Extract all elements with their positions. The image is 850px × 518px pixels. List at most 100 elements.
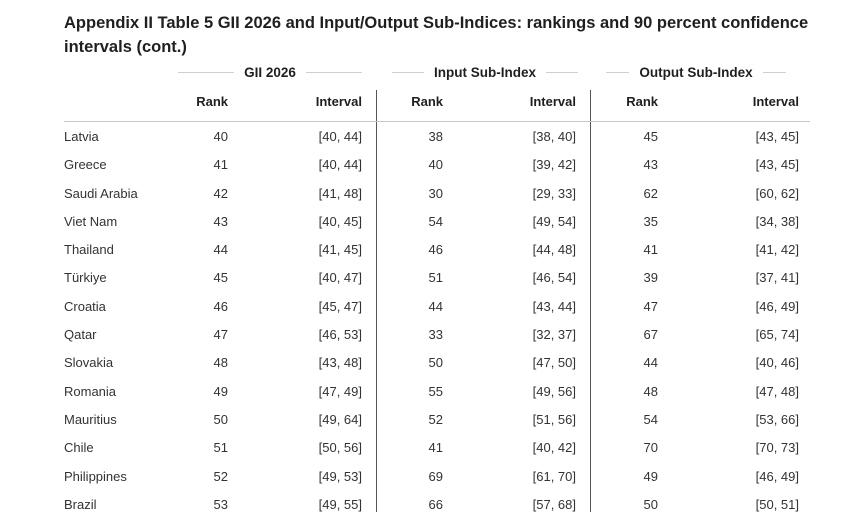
output-rank-cell: 67	[643, 327, 658, 343]
input-interval-cell: [49, 54]	[532, 213, 576, 229]
input-interval-cell: [61, 70]	[532, 468, 576, 484]
output-interval-cell: [41, 42]	[755, 242, 799, 258]
header-rule	[392, 71, 424, 73]
output-interval-cell: [46, 49]	[755, 468, 799, 484]
header-rule	[178, 71, 235, 73]
output-rank-cell: 49	[643, 468, 658, 484]
header-divider	[64, 121, 810, 122]
table-row: Qatar 47 [46, 53] 33 [32, 37] 67 [65, 74]	[0, 320, 850, 348]
header-rule	[305, 71, 363, 73]
input-interval-cell: [39, 42]	[532, 157, 576, 173]
input-interval-cell: [29, 33]	[532, 185, 576, 201]
table-body: Latvia 40 [40, 44] 38 [38, 40] 45 [43, 45] Gree…	[0, 122, 850, 518]
table-row: Philippines 52 [49, 53] 69 [61, 70] 49 [46, 49…	[0, 462, 850, 490]
gii-interval-cell: [41, 45]	[318, 242, 362, 258]
country-name: Slovakia	[64, 355, 114, 371]
output-rank-cell: 62	[643, 185, 658, 201]
country-name: Viet Nam	[64, 213, 118, 229]
input-interval-cell: [46, 54]	[532, 270, 576, 286]
gii-rank-cell: 50	[213, 411, 228, 427]
country-name: Latvia	[64, 129, 99, 144]
output-interval-cell: [46, 49]	[755, 298, 799, 314]
gii-rank-cell: 52	[213, 468, 228, 484]
input-rank-cell: 41	[428, 440, 443, 456]
gii-interval-cell: [41, 48]	[318, 185, 362, 201]
input-rank-cell: 50	[428, 355, 443, 371]
table-row: Viet Nam 43 [40, 45] 54 [49, 54] 35 [34, 38]	[0, 207, 850, 235]
output-interval-cell: [43, 45]	[755, 129, 799, 144]
gii-rank-cell: 46	[213, 298, 228, 314]
gii-interval-cell: [40, 45]	[318, 213, 362, 229]
table-row: Brazil 53 [49, 55] 66 [57, 68] 50 [50, 51]	[0, 490, 850, 518]
table-row: Türkiye 45 [40, 47] 51 [46, 54] 39 [37, 41]	[0, 263, 850, 291]
output-rank-cell: 41	[643, 242, 658, 258]
input-rank-cell: 55	[428, 383, 443, 399]
output-rank-cell: 48	[643, 383, 658, 399]
table-row: Chile 51 [50, 56] 41 [40, 42] 70 [70, 73]	[0, 433, 850, 461]
input-rank-cell: 40	[428, 157, 443, 173]
output-rank-cell: 43	[643, 157, 658, 173]
country-name: Chile	[64, 440, 94, 456]
gii-interval-cell: [49, 53]	[318, 468, 362, 484]
input-group-label: Input Sub-Index	[434, 64, 536, 80]
table-row: Saudi Arabia 42 [41, 48] 30 [29, 33] 62 [60, 6…	[0, 179, 850, 207]
input-interval-cell: [43, 44]	[532, 298, 576, 314]
input-rank-cell: 54	[428, 213, 443, 229]
table-row: Mauritius 50 [49, 64] 52 [51, 56] 54 [53, 66]	[0, 405, 850, 433]
table-row: Thailand 44 [41, 45] 46 [44, 48] 41 [41, 42]	[0, 235, 850, 263]
input-interval-cell: [57, 68]	[532, 496, 576, 512]
output-interval-cell: [40, 46]	[755, 355, 799, 371]
output-interval-cell: [43, 45]	[755, 157, 799, 173]
gii-rank-cell: 51	[213, 440, 228, 456]
country-name: Philippines	[64, 468, 127, 484]
input-interval-cell: [44, 48]	[532, 242, 576, 258]
gii-interval-cell: [40, 44]	[318, 157, 362, 173]
gii-rank-cell: 40	[213, 129, 228, 144]
gii-group-label: GII 2026	[244, 64, 296, 80]
gii-rank-cell: 49	[213, 383, 228, 399]
gii-interval-cell: [46, 53]	[318, 327, 362, 343]
country-name: Mauritius	[64, 411, 117, 427]
output-group-header: Output Sub-Index	[606, 62, 787, 82]
gii-interval-cell: [49, 55]	[318, 496, 362, 512]
gii-interval-cell: [50, 56]	[318, 440, 362, 456]
input-rank-cell: 44	[428, 298, 443, 314]
table-row: Romania 49 [47, 49] 55 [49, 56] 48 [47, 48]	[0, 377, 850, 405]
gii-interval-cell: [45, 47]	[318, 298, 362, 314]
gii-rank-cell: 48	[213, 355, 228, 371]
input-rank-cell: 30	[428, 185, 443, 201]
input-rank-cell: 52	[428, 411, 443, 427]
input-rank-cell: 51	[428, 270, 443, 286]
table-row: Slovakia 48 [43, 48] 50 [47, 50] 44 [40, 46]	[0, 348, 850, 376]
output-rank-cell: 35	[643, 213, 658, 229]
country-name: Thailand	[64, 242, 114, 258]
input-group-header: Input Sub-Index	[392, 62, 578, 82]
input-interval-cell: [47, 50]	[532, 355, 576, 371]
country-name: Saudi Arabia	[64, 185, 138, 201]
gii-interval-cell: [49, 64]	[318, 411, 362, 427]
output-interval-cell: [53, 66]	[755, 411, 799, 427]
output-group-label: Output Sub-Index	[639, 64, 753, 80]
table-row: Croatia 46 [45, 47] 44 [43, 44] 47 [46, 49]	[0, 292, 850, 320]
output-rank-header: Rank	[626, 94, 658, 109]
output-rank-cell: 54	[643, 411, 658, 427]
output-interval-cell: [34, 38]	[755, 213, 799, 229]
output-interval-cell: [70, 73]	[755, 440, 799, 456]
country-name: Croatia	[64, 298, 106, 314]
output-interval-cell: [60, 62]	[755, 185, 799, 201]
gii-rank-cell: 53	[213, 496, 228, 512]
gii-rank-cell: 44	[213, 242, 228, 258]
column-divider	[376, 90, 377, 512]
gii-group-header: GII 2026	[178, 62, 363, 82]
gii-rank-cell: 43	[213, 213, 228, 229]
output-rank-cell: 44	[643, 355, 658, 371]
header-rule	[762, 71, 787, 73]
input-interval-cell: [32, 37]	[532, 327, 576, 343]
input-rank-cell: 33	[428, 327, 443, 343]
gii-rank-cell: 41	[213, 157, 228, 173]
country-name: Romania	[64, 383, 117, 399]
header-rule	[606, 71, 630, 73]
country-name: Qatar	[64, 327, 97, 343]
header-rule	[546, 71, 578, 73]
